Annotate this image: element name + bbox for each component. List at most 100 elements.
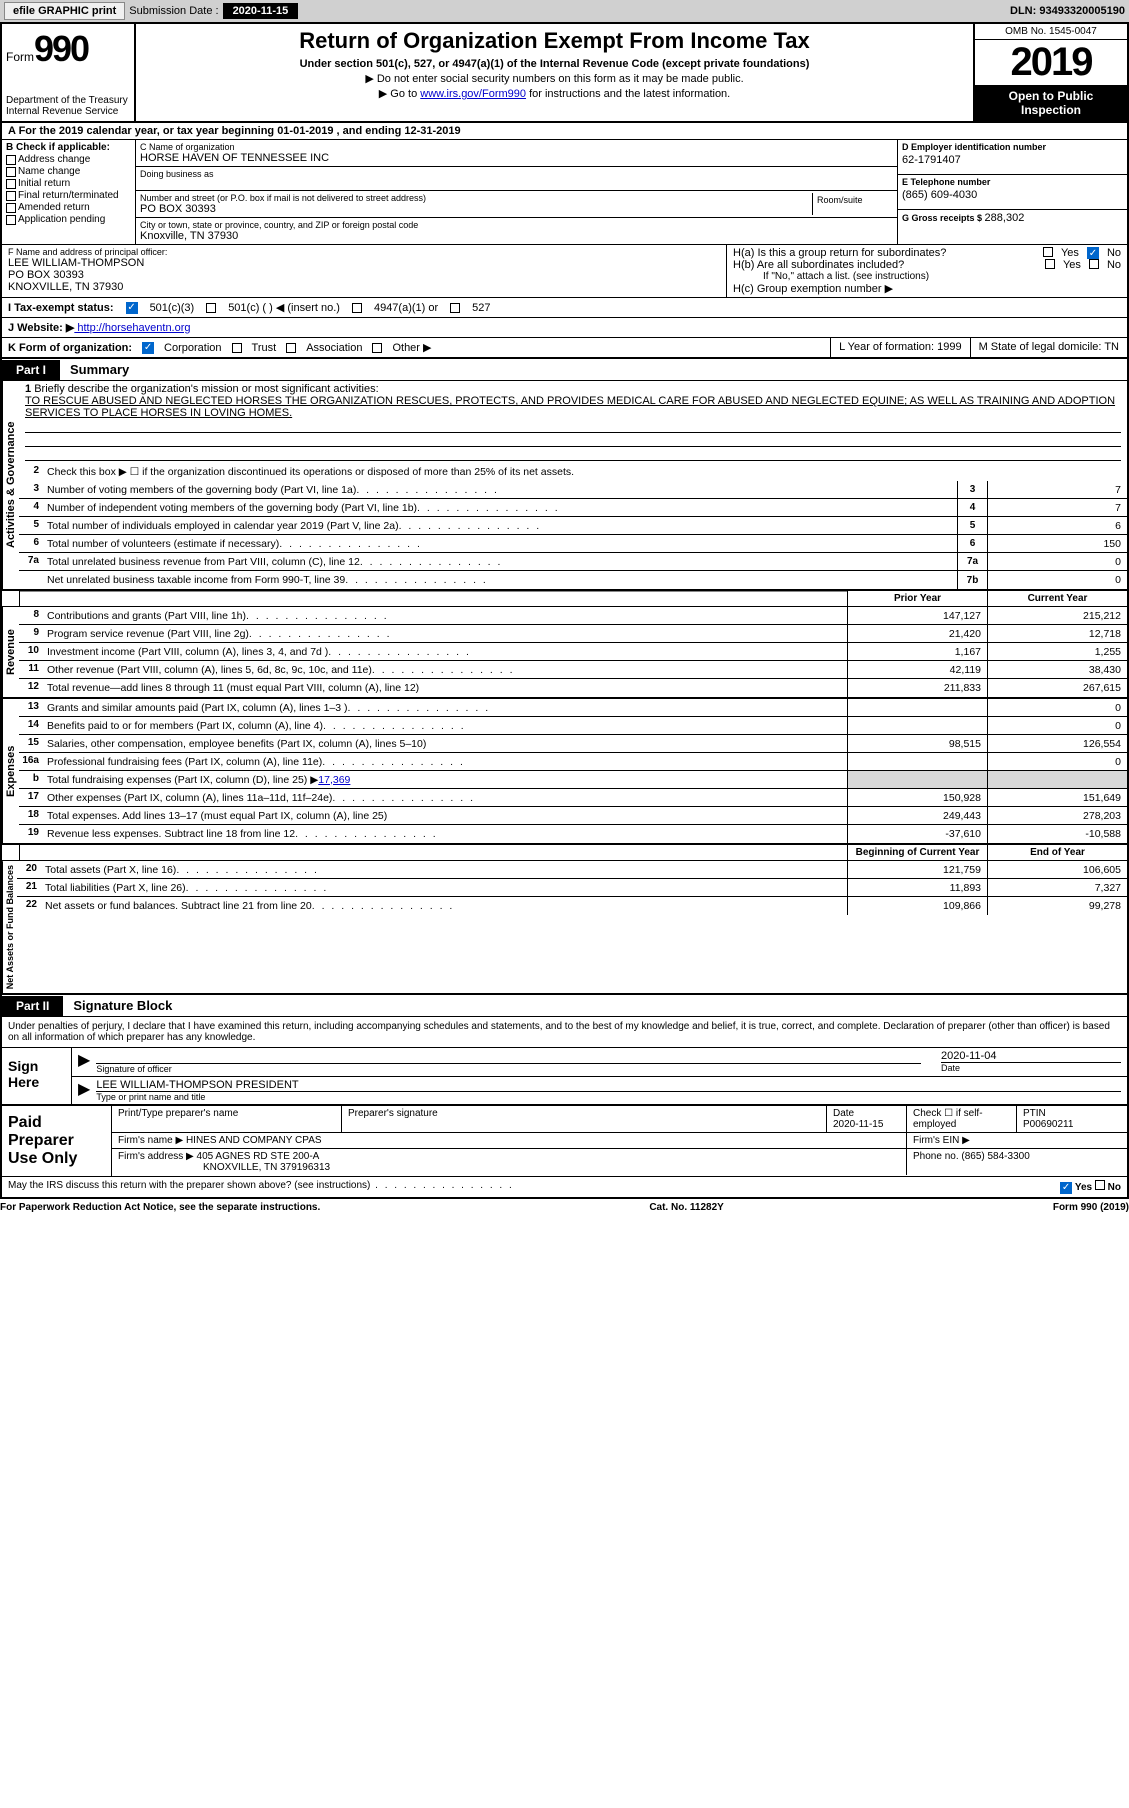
paid-preparer-block: Paid Preparer Use Only Print/Type prepar… <box>2 1104 1127 1176</box>
header-right: OMB No. 1545-0047 2019 Open to Public In… <box>973 24 1127 121</box>
omb-number: OMB No. 1545-0047 <box>975 24 1127 40</box>
c12: 267,615 <box>987 679 1127 697</box>
checkbox-other[interactable] <box>372 343 382 353</box>
org-city: Knoxville, TN 37930 <box>140 230 893 242</box>
checkbox-527[interactable] <box>450 303 460 313</box>
checkbox-final-return[interactable] <box>6 191 16 201</box>
efile-button[interactable]: efile GRAPHIC print <box>4 2 125 20</box>
c22: 99,278 <box>987 897 1127 915</box>
p15: 98,515 <box>847 735 987 752</box>
checkbox-trust[interactable] <box>232 343 242 353</box>
activities-governance: Activities & Governance 1 Briefly descri… <box>2 381 1127 591</box>
val-l4: 7 <box>987 499 1127 516</box>
expenses-section: Expenses 13Grants and similar amounts pa… <box>2 699 1127 845</box>
p17: 150,928 <box>847 789 987 806</box>
checkbox-discuss-no[interactable] <box>1095 1180 1105 1190</box>
website-link[interactable]: http://horsehaventn.org <box>74 322 190 334</box>
checkbox-hb-no[interactable] <box>1089 259 1099 269</box>
ptin: P00690211 <box>1023 1119 1121 1130</box>
checkbox-corp[interactable]: ✓ <box>142 342 154 354</box>
officer-name: LEE WILLIAM-THOMPSON <box>8 257 720 269</box>
f-h-row: F Name and address of principal officer:… <box>2 245 1127 298</box>
form-title: Return of Organization Exempt From Incom… <box>144 28 965 54</box>
checkbox-address-change[interactable] <box>6 155 16 165</box>
form-word: Form <box>6 50 34 64</box>
paperwork-footer: For Paperwork Reduction Act Notice, see … <box>0 1199 1129 1216</box>
net-assets-section: Net Assets or Fund Balances 20Total asse… <box>2 861 1127 995</box>
na-col-headers: Beginning of Current Year End of Year <box>2 845 1127 861</box>
checkbox-amended[interactable] <box>6 203 16 213</box>
open-to-public: Open to Public Inspection <box>975 85 1127 121</box>
c13: 0 <box>987 699 1127 716</box>
checkbox-assoc[interactable] <box>286 343 296 353</box>
sig-date: 2020-11-04 <box>941 1050 1121 1063</box>
c21: 7,327 <box>987 879 1127 896</box>
form-footer: Form 990 (2019) <box>1053 1202 1129 1213</box>
p20: 121,759 <box>847 861 987 878</box>
sub-date-label: Submission Date : <box>129 5 218 17</box>
firm-address: 405 AGNES RD STE 200-A <box>197 1151 320 1162</box>
telephone: (865) 609-4030 <box>902 187 1123 201</box>
val-l7a: 0 <box>987 553 1127 570</box>
form-subtitle: Under section 501(c), 527, or 4947(a)(1)… <box>144 58 965 70</box>
p21: 11,893 <box>847 879 987 896</box>
col-b-checkboxes: B Check if applicable: Address change Na… <box>2 140 136 244</box>
val-l6: 150 <box>987 535 1127 552</box>
col-d-ein-tel: D Employer identification number 62-1791… <box>897 140 1127 244</box>
c18: 278,203 <box>987 807 1127 824</box>
part2-header: Part II Signature Block <box>2 995 1127 1017</box>
checkbox-discuss-yes[interactable]: ✓ <box>1060 1182 1072 1194</box>
sign-here-block: Sign Here ▶ Signature of officer 2020-11… <box>2 1047 1127 1104</box>
checkbox-initial-return[interactable] <box>6 179 16 189</box>
p8: 147,127 <box>847 607 987 624</box>
c20: 106,605 <box>987 861 1127 878</box>
c14: 0 <box>987 717 1127 734</box>
checkbox-app-pending[interactable] <box>6 215 16 225</box>
form-id-block: Form 990 Department of the Treasury Inte… <box>2 24 136 121</box>
p14 <box>847 717 987 734</box>
year-formation: L Year of formation: 1999 <box>830 338 970 357</box>
header-title-block: Return of Organization Exempt From Incom… <box>136 24 973 121</box>
signature-declaration: Under penalties of perjury, I declare th… <box>2 1017 1127 1047</box>
firm-phone: (865) 584-3300 <box>961 1151 1029 1162</box>
firm-name: HINES AND COMPANY CPAS <box>186 1135 322 1146</box>
gross-receipts: 288,302 <box>985 212 1025 224</box>
c15: 126,554 <box>987 735 1127 752</box>
p12: 211,833 <box>847 679 987 697</box>
rev-col-headers: Prior Year Current Year <box>2 591 1127 607</box>
p16a <box>847 753 987 770</box>
checkbox-4947[interactable] <box>352 303 362 313</box>
mission-text: TO RESCUE ABUSED AND NEGLECTED HORSES TH… <box>25 395 1121 419</box>
prep-date: 2020-11-15 <box>833 1119 900 1130</box>
checkbox-hb-yes[interactable] <box>1045 259 1055 269</box>
val-l5: 6 <box>987 517 1127 534</box>
instr-2: ▶ Go to www.irs.gov/Form990 for instruct… <box>144 87 965 100</box>
dln: DLN: 93493320005190 <box>1010 5 1125 17</box>
checkbox-ha-yes[interactable] <box>1043 247 1053 257</box>
state-domicile: M State of legal domicile: TN <box>970 338 1127 357</box>
org-address: PO BOX 30393 <box>140 203 812 215</box>
c16a: 0 <box>987 753 1127 770</box>
c17: 151,649 <box>987 789 1127 806</box>
fundraising-link[interactable]: 17,369 <box>318 774 350 786</box>
c11: 38,430 <box>987 661 1127 678</box>
instructions-link[interactable]: www.irs.gov/Form990 <box>420 88 526 100</box>
entity-block: B Check if applicable: Address change Na… <box>2 140 1127 245</box>
department: Department of the Treasury Internal Reve… <box>6 95 130 117</box>
c8: 215,212 <box>987 607 1127 624</box>
checkbox-ha-no[interactable]: ✓ <box>1087 247 1099 259</box>
p13 <box>847 699 987 716</box>
instr-1: ▶ Do not enter social security numbers o… <box>144 72 965 85</box>
top-bar: efile GRAPHIC print Submission Date : 20… <box>0 0 1129 22</box>
p10: 1,167 <box>847 643 987 660</box>
p22: 109,866 <box>847 897 987 915</box>
checkbox-501c[interactable] <box>206 303 216 313</box>
checkbox-name-change[interactable] <box>6 167 16 177</box>
val-l3: 7 <box>987 481 1127 498</box>
checkbox-501c3[interactable]: ✓ <box>126 302 138 314</box>
tax-status-row: I Tax-exempt status: ✓501(c)(3) 501(c) (… <box>2 298 1127 318</box>
website-row: J Website: ▶ http://horsehaventn.org <box>2 318 1127 338</box>
ein: 62-1791407 <box>902 152 1123 166</box>
c9: 12,718 <box>987 625 1127 642</box>
cat-number: Cat. No. 11282Y <box>649 1202 723 1213</box>
